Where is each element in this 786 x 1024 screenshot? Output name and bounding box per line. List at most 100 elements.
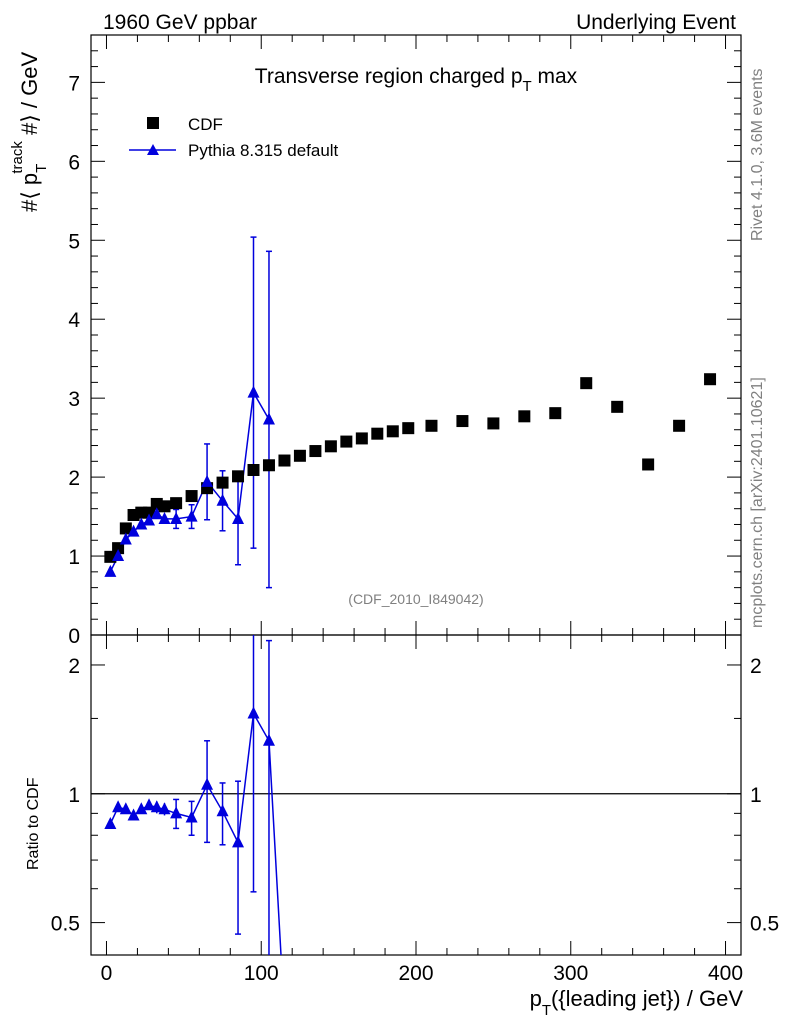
- cdf-point: [386, 425, 399, 438]
- cdf-point: [112, 542, 125, 555]
- main-y-tick-label: 3: [68, 388, 80, 411]
- ratio-point: [135, 802, 148, 815]
- legend-cdf-label: CDF: [188, 115, 223, 134]
- ratio-y-tick-label: 0.5: [51, 913, 80, 936]
- main-y-tick-label: 4: [68, 309, 80, 332]
- main-panel: 0 1 2 3 4 5 6 7 Transverse region charged pT ma…: [9, 34, 742, 648]
- chart-title: Transverse region charged pT max: [255, 65, 578, 95]
- cdf-point: [704, 373, 717, 386]
- ratio-y-tick-label-right: 2: [750, 655, 762, 678]
- cdf-point: [247, 464, 260, 476]
- cdf-point: [611, 400, 624, 413]
- legend-pythia-label: Pythia 8.315 default: [188, 141, 339, 160]
- ratio-point: [170, 806, 183, 819]
- pythia-point: [247, 385, 260, 398]
- ratio-frame: [90, 634, 742, 956]
- ratio-panel: 0.5 0.5 1 1 2 2 0 100 200 300 400 Ratio to CDF pT…: [25, 634, 779, 1019]
- pythia-point: [170, 511, 183, 524]
- main-data: [104, 236, 717, 589]
- cdf-point: [487, 417, 500, 430]
- ratio-point: [216, 804, 229, 817]
- cdf-point: [293, 449, 306, 462]
- ratio-point: [127, 808, 140, 821]
- ratio-point: [201, 777, 214, 790]
- ratio-point: [119, 802, 132, 815]
- cdf-point: [262, 459, 275, 472]
- cdf-point: [518, 410, 531, 423]
- ratio-y-tick-label: 2: [68, 655, 80, 678]
- ratio-point: [247, 706, 260, 719]
- pythia-point: [185, 509, 198, 522]
- ratio-data: [91, 635, 741, 955]
- pythia-point: [119, 532, 132, 545]
- ratio-point: [232, 835, 245, 848]
- cdf-point: [309, 445, 322, 458]
- pythia-point: [127, 524, 140, 537]
- x-tick-label: 100: [244, 962, 279, 985]
- legend: CDF Pythia 8.315 default: [129, 115, 339, 160]
- cdf-point: [642, 458, 655, 471]
- pythia-point: [216, 493, 229, 506]
- cdf-point: [232, 470, 245, 483]
- pythia-point: [232, 511, 245, 524]
- ratio-y-tick-label: 1: [68, 784, 80, 807]
- ratio-y-tick-label-right: 1: [750, 784, 762, 807]
- x-tick-label: 0: [101, 962, 113, 985]
- cdf-point: [580, 377, 593, 390]
- ratio-series: [104, 635, 282, 955]
- pythia-point: [135, 517, 148, 530]
- x-axis: 0 100 200 300 400: [101, 635, 743, 985]
- x-tick-label: 300: [553, 962, 588, 985]
- ratio-point: [158, 802, 171, 815]
- main-y-axis: 0 1 2 3 4 5 6 7: [68, 34, 741, 648]
- cdf-point: [425, 419, 438, 432]
- ratio-point: [112, 800, 125, 813]
- header-left: 1960 GeV ppbar: [103, 11, 257, 34]
- ratio-point: [104, 816, 117, 829]
- ratio-point: [185, 810, 198, 823]
- cdf-point: [371, 427, 384, 440]
- cdf-point: [549, 407, 562, 420]
- main-y-tick-label: 2: [68, 467, 80, 490]
- pythia-line: [109, 390, 270, 573]
- pythia-point: [143, 513, 156, 526]
- cdf-point: [340, 435, 353, 448]
- pythia-point: [112, 549, 125, 562]
- main-y-tick-label: 0: [68, 625, 80, 648]
- cdf-point: [158, 500, 171, 513]
- cdf-point: [119, 522, 132, 535]
- main-y-tick-label: 5: [68, 230, 80, 253]
- main-x-axis-ticks: [105, 35, 727, 635]
- cdf-point: [170, 497, 183, 510]
- pythia-point: [201, 474, 214, 487]
- ratio-y-axis: 0.5 0.5 1 1 2 2: [51, 655, 779, 936]
- main-y-label: #⟨ pTtrack #⟩ / GeV: [9, 52, 50, 212]
- mcplots-label: mcplots.cern.ch [arXiv:2401.10621]: [749, 377, 766, 628]
- legend-pythia-marker: [147, 144, 159, 155]
- ratio-point: [150, 800, 163, 813]
- cdf-point: [216, 476, 229, 489]
- ratio-point: [143, 798, 156, 811]
- cdf-point: [456, 415, 469, 428]
- x-tick-label: 200: [398, 962, 433, 985]
- pythia-point: [104, 564, 117, 577]
- main-y-tick-label: 1: [68, 546, 80, 569]
- x-axis-label: pT({leading jet}) / GeV: [530, 986, 744, 1019]
- cdf-point: [402, 422, 415, 435]
- main-y-tick-label: 6: [68, 151, 80, 174]
- pythia-point: [158, 511, 171, 524]
- pythia-point: [150, 507, 163, 520]
- rivet-label: Rivet 4.1.0, 3.6M events: [749, 68, 766, 241]
- main-y-tick-label: 7: [68, 72, 80, 95]
- cdf-point: [185, 490, 198, 503]
- x-tick-label: 400: [708, 962, 743, 985]
- analysis-id: (CDF_2010_I849042): [348, 591, 483, 607]
- ratio-y-tick-label-right: 0.5: [750, 913, 779, 936]
- ratio-y-label: Ratio to CDF: [25, 777, 42, 870]
- cdf-point: [278, 454, 291, 467]
- header-right: Underlying Event: [576, 11, 736, 34]
- cdf-point: [355, 432, 368, 445]
- pythia-point: [262, 412, 275, 425]
- cdf-point: [324, 440, 337, 453]
